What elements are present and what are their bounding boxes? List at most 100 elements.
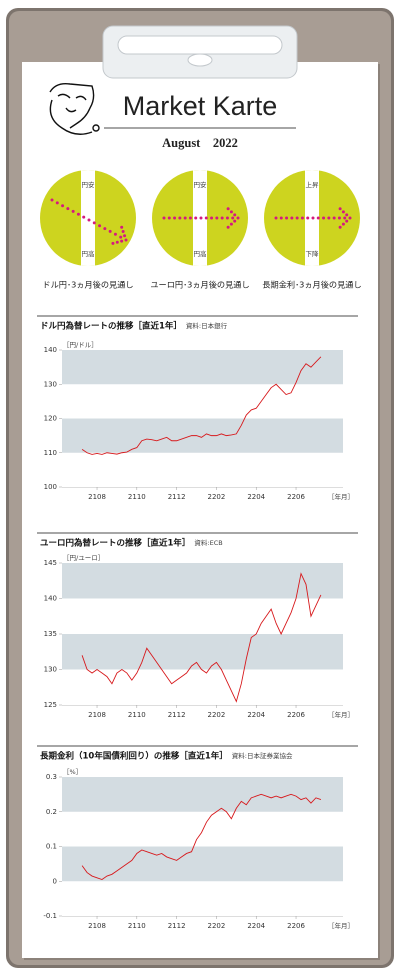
x-tick-label: 2108: [88, 922, 106, 930]
arrow-dot: [162, 216, 166, 220]
clip-ring: [187, 53, 213, 67]
arrow-dot: [229, 222, 233, 226]
outlook-caption: ユーロ円･3ヵ月後の見通し: [150, 280, 249, 290]
y-tick-label: 0.2: [46, 808, 57, 816]
arrow-dot: [279, 216, 283, 220]
arrow-dot: [66, 207, 70, 211]
y-tick-label: 140: [44, 346, 57, 354]
arrow-dot: [121, 229, 125, 233]
arrow-dot: [236, 216, 240, 220]
chart-source: 資料:日本証券業協会: [232, 751, 293, 760]
x-tick-label: 2108: [88, 493, 106, 501]
arrow-dot: [231, 216, 235, 220]
grid-band: [62, 634, 343, 670]
arrow-dot: [322, 216, 326, 220]
x-tick-label: 2202: [208, 922, 226, 930]
grid-band: [62, 563, 343, 599]
data-line: [81, 356, 322, 455]
arrow-dot: [50, 198, 54, 202]
arrow-dot: [341, 222, 345, 226]
arrow-dot: [119, 235, 123, 239]
arrow-dot: [337, 216, 341, 220]
arrow-dot: [178, 216, 182, 220]
x-tick-label: 2108: [88, 711, 106, 719]
x-tick-label: 2112: [168, 493, 186, 501]
grid-band: [62, 846, 343, 882]
arrow-dot: [311, 216, 315, 220]
chart-title: 長期金利（10年国債利回り）の推移［直近1年］: [40, 751, 228, 762]
data-line: [81, 793, 322, 881]
data-line: [81, 572, 322, 703]
outlook-bottom: 円高: [82, 249, 96, 258]
y-tick-label: 130: [44, 380, 57, 388]
arrow-dot: [194, 216, 198, 220]
y-tick-label: 0.3: [46, 773, 57, 781]
arrow-dot: [343, 216, 347, 220]
arrow-dot: [124, 238, 128, 242]
title: Market Karte: [123, 91, 278, 121]
x-unit: ［年月］: [328, 921, 354, 930]
arrow-dot: [215, 216, 219, 220]
arrow-dot: [108, 229, 112, 233]
arrow-dot: [82, 215, 86, 219]
x-tick-label: 2206: [287, 922, 305, 930]
outlook-caption: ドル円･3ヵ月後の見通し: [42, 280, 133, 290]
x-tick-label: 2110: [128, 922, 146, 930]
arrow-dot: [306, 216, 310, 220]
outlook-caption: 長期金利･3ヵ月後の見通し: [262, 280, 361, 290]
arrow-dot: [87, 218, 91, 222]
x-tick-label: 2202: [208, 711, 226, 719]
arrow-dot: [204, 216, 208, 220]
y-tick-label: 145: [44, 559, 57, 567]
date: August 2022: [162, 136, 238, 150]
y-unit: ［円/ドル］: [63, 341, 98, 349]
y-tick-label: 130: [44, 666, 57, 674]
y-tick-label: 135: [44, 630, 57, 638]
y-tick-label: -0.1: [43, 912, 57, 920]
arrow-dot: [327, 216, 331, 220]
arrow-dot: [233, 213, 237, 217]
arrow-dot: [188, 216, 192, 220]
x-unit: ［年月］: [328, 710, 354, 719]
arrow-dot: [103, 227, 107, 231]
arrow-dot: [111, 241, 115, 245]
charts: ドル円為替レートの推移［直近1年］ 資料:日本銀行 100 110 120 130 140 ［…: [37, 315, 358, 930]
arrow-dot: [274, 216, 278, 220]
arrow-dot: [173, 216, 177, 220]
x-tick-label: 2206: [287, 711, 305, 719]
y-tick-label: 140: [44, 595, 57, 603]
y-tick-label: 125: [44, 701, 57, 709]
arrow-dot: [345, 219, 349, 223]
x-tick-label: 2204: [247, 493, 265, 501]
arrow-dot: [183, 216, 187, 220]
arrow-dot: [226, 225, 230, 229]
outlook-bottom: 円高: [194, 249, 208, 258]
arrow-dot: [199, 216, 203, 220]
x-tick-label: 2202: [208, 493, 226, 501]
arrow-dot: [300, 216, 304, 220]
arrow-dot: [113, 232, 117, 236]
grid-band: [62, 418, 343, 453]
outlook-bottom: 下降: [306, 249, 320, 258]
chart-title: ユーロ円為替レートの推移［直近1年］: [40, 538, 190, 549]
arrow-dot: [210, 216, 214, 220]
logo: [49, 82, 100, 135]
outlook-top: 円安: [82, 181, 96, 189]
arrow-dot: [55, 201, 59, 205]
y-tick-label: 120: [44, 415, 57, 423]
arrow-dot: [295, 216, 299, 220]
arrow-dot: [98, 224, 102, 228]
y-tick-label: 110: [44, 449, 57, 457]
grid-band: [62, 350, 343, 385]
x-tick-label: 2206: [287, 493, 305, 501]
arrow-dot: [92, 221, 96, 225]
arrow-dot: [332, 216, 336, 220]
arrow-dot: [115, 240, 119, 244]
arrow-dot: [338, 225, 342, 229]
y-unit: ［%］: [63, 768, 82, 776]
outlooks: 円安円高ドル円･3ヵ月後の見通し円安円高ユーロ円･3ヵ月後の見通し上昇下降長期金…: [40, 170, 362, 290]
arrow-dot: [338, 207, 342, 211]
x-tick-label: 2204: [247, 922, 265, 930]
